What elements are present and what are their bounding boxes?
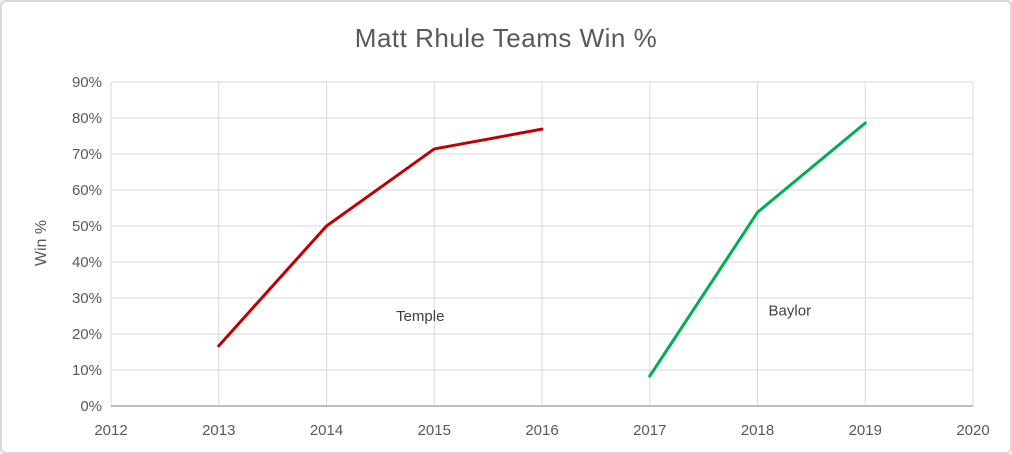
x-tick-label: 2016	[525, 422, 558, 439]
x-tick-label: 2013	[202, 422, 235, 439]
x-tick-label: 2012	[94, 422, 127, 439]
y-tick-label: 90%	[72, 74, 102, 91]
baylor-series-line	[648, 121, 867, 378]
x-tick-label: 2015	[418, 422, 451, 439]
x-tick-label: 2019	[849, 422, 882, 439]
y-tick-label: 50%	[72, 218, 102, 235]
x-tick-label: 2014	[310, 422, 343, 439]
y-tick-label: 0%	[80, 398, 102, 415]
y-tick-label: 10%	[72, 362, 102, 379]
y-tick-label: 80%	[72, 110, 102, 127]
baylor-series-label: Baylor	[769, 303, 812, 320]
y-tick-label: 30%	[72, 290, 102, 307]
temple-series-line	[217, 127, 544, 348]
y-tick-label: 60%	[72, 182, 102, 199]
x-tick-label: 2017	[633, 422, 666, 439]
x-tick-label: 2020	[956, 422, 989, 439]
chart-title: Matt Rhule Teams Win %	[354, 23, 658, 53]
temple-series-label: Temple	[396, 308, 444, 325]
y-tick-label: 40%	[72, 254, 102, 271]
y-tick-label: 70%	[72, 146, 102, 163]
x-tick-label: 2018	[741, 422, 774, 439]
y-tick-label: 20%	[72, 326, 102, 343]
